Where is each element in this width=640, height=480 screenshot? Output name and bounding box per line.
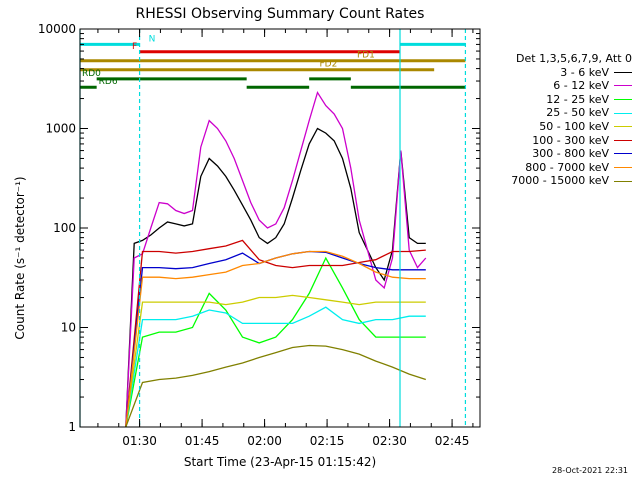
flag-rd0-label: RD0 [82,69,101,79]
legend-entry-50-100-kev: 50 - 100 keV [490,120,640,134]
flag-f-label: F [132,42,137,52]
legend-label: 12 - 25 keV [546,92,609,106]
y-tick-label: 10000 [38,22,76,36]
legend-label: 25 - 50 keV [546,106,609,120]
legend-title: Det 1,3,5,6,7,9, Att 0 [516,52,632,65]
legend: Det 1,3,5,6,7,9, Att 0 3 - 6 keV 6 - 12 k… [490,52,640,188]
series-50-100-kev [125,294,426,428]
axis-layer: 1 10 100 1000 10000 01:30 01:45 02:00 02:15 02:30… [38,22,480,448]
legend-entry-300-800-kev: 300 - 800 keV [490,147,640,161]
legend-swatch [614,139,632,141]
flag-n-label: N [149,34,156,44]
flag-fd2-label: FD2 [320,60,338,70]
legend-swatch [614,167,632,169]
legend-entry-7000-15000-kev: 7000 - 15000 keV [490,174,640,188]
chart-title: RHESSI Observing Summary Count Rates [136,6,425,22]
y-tick-label: 100 [53,221,76,235]
x-axis-label: Start Time (23-Apr-15 01:15:42) [184,455,376,469]
legend-entry-25-50-kev: 25 - 50 keV [490,106,640,120]
legend-label: 100 - 300 keV [532,133,609,147]
x-tick-label: 01:30 [122,434,157,448]
legend-swatch [614,71,632,73]
legend-entry-3-6-kev: 3 - 6 keV [490,66,640,80]
legend-swatch [614,99,632,101]
y-tick-label: 1000 [45,122,76,136]
series-100-300-kev [125,239,426,428]
series-layer [125,90,427,428]
footer-date: 28-Oct-2021 22:31 [552,466,628,475]
legend-entry-6-12-kev: 6 - 12 keV [490,79,640,93]
flag-fd1-label: FD1 [357,51,375,61]
legend-label: 3 - 6 keV [560,65,609,79]
y-tick-label: 10 [61,321,76,335]
series-12-25-kev [125,256,426,428]
legend-swatch [614,85,632,87]
legend-rows: 3 - 6 keV 6 - 12 keV 12 - 25 keV 25 - 50 ke… [490,66,640,188]
legend-swatch [614,112,632,114]
x-tick-label: 02:00 [247,434,282,448]
legend-swatch [614,153,632,155]
legend-label: 7000 - 15000 keV [511,174,609,188]
legend-entry-12-25-kev: 12 - 25 keV [490,93,640,107]
y-tick-label: 1 [68,420,76,434]
legend-entry-800-7000-kev: 800 - 7000 keV [490,161,640,175]
legend-entry-100-300-kev: 100 - 300 keV [490,134,640,148]
series-7000-15000-kev [125,344,427,428]
x-tick-label: 01:45 [185,434,220,448]
y-axis-label: Count Rate (s⁻¹ detector⁻¹) [13,176,27,339]
x-tick-label: 02:45 [435,434,470,448]
legend-label: 300 - 800 keV [532,147,609,161]
legend-swatch [614,180,632,182]
series-25-50-kev [125,306,426,428]
flag-rd6-label: RD6 [99,77,118,87]
legend-label: 800 - 7000 keV [525,160,609,174]
x-tick-label: 02:15 [310,434,345,448]
series-800-7000-kev [125,250,426,428]
legend-label: 50 - 100 keV [539,119,609,133]
legend-swatch [614,126,632,128]
legend-label: 6 - 12 keV [553,79,609,93]
series-6-12-kev [125,90,427,428]
x-tick-label: 02:30 [372,434,407,448]
